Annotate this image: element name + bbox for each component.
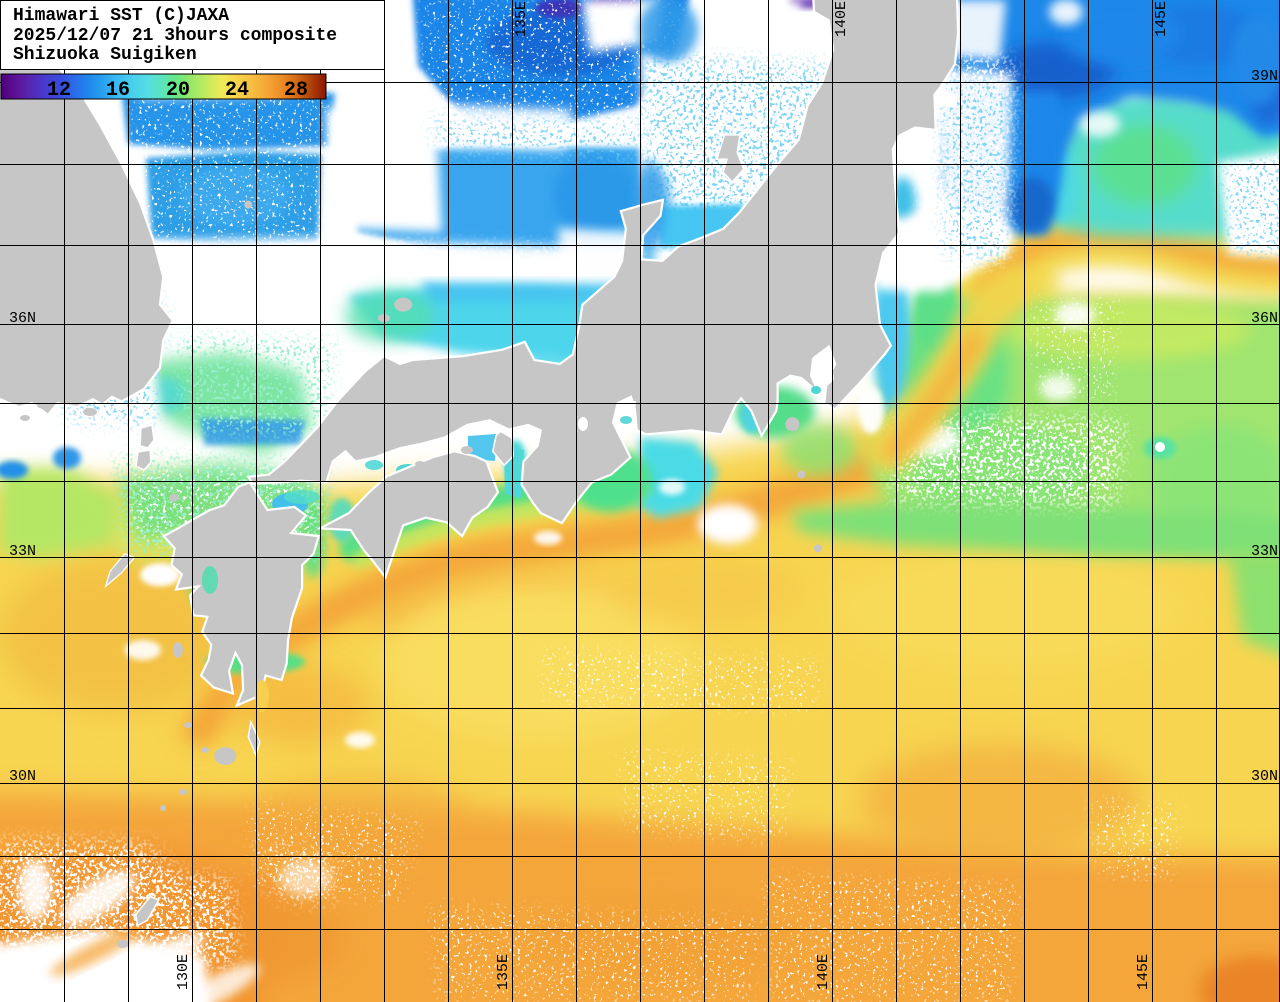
svg-text:16: 16 [106,79,130,102]
svg-text:36N: 36N [9,310,36,327]
svg-text:140E: 140E [815,954,832,990]
svg-text:135E: 135E [495,954,512,990]
svg-text:30N: 30N [9,768,36,785]
svg-text:12: 12 [47,79,71,102]
svg-text:Himawari SST (C)JAXA: Himawari SST (C)JAXA [13,6,229,26]
svg-text:20: 20 [166,79,190,102]
svg-text:135E: 135E [513,1,530,37]
svg-text:33N: 33N [9,543,36,560]
svg-text:145E: 145E [1135,954,1152,990]
svg-text:28: 28 [284,79,308,102]
svg-text:39N: 39N [1251,68,1278,85]
svg-text:30N: 30N [1251,768,1278,785]
svg-text:33N: 33N [1251,543,1278,560]
svg-text:140E: 140E [833,1,850,37]
svg-text:2025/12/07 21 3hours composite: 2025/12/07 21 3hours composite [13,26,337,46]
svg-text:36N: 36N [1251,310,1278,327]
svg-text:130E: 130E [175,954,192,990]
svg-text:145E: 145E [1153,1,1170,37]
svg-text:Shizuoka Suigiken: Shizuoka Suigiken [13,45,197,65]
svg-text:24: 24 [225,79,249,102]
